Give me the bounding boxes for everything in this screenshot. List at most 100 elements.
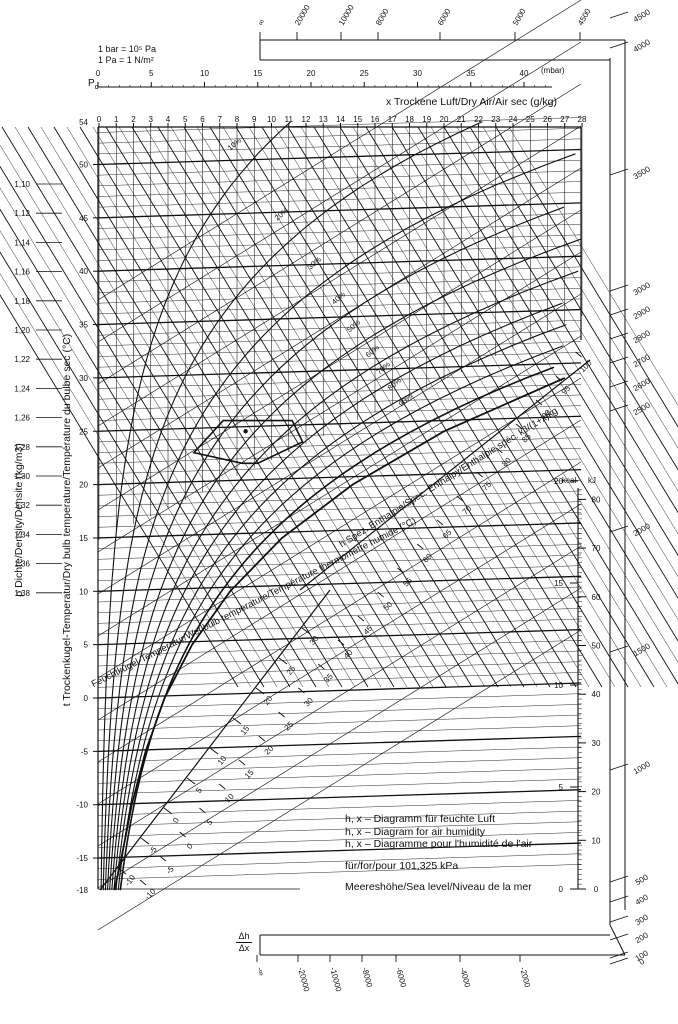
isotherm-line bbox=[97, 586, 582, 603]
x-tick-label: 28 bbox=[578, 115, 587, 124]
enthalpy-tick-label: 40 bbox=[342, 648, 355, 661]
t-tick-label: 5 bbox=[84, 641, 89, 650]
enthalpy-tick bbox=[436, 519, 444, 526]
dhdx-right-tick bbox=[609, 645, 629, 653]
density-line bbox=[97, 629, 582, 931]
t-tick-label: -10 bbox=[76, 801, 88, 810]
t-tick-label: 25 bbox=[79, 427, 88, 436]
enthalpy-tick-label: 65 bbox=[441, 528, 454, 541]
wet-bulb-tick-label: -10 bbox=[123, 873, 138, 888]
pd-label: P bbox=[88, 78, 95, 89]
dhdx-right-tick bbox=[609, 763, 629, 771]
chart-marks bbox=[99, 121, 591, 891]
density-line bbox=[97, 251, 582, 553]
dhdx-right-tick bbox=[609, 875, 629, 883]
enthalpy-line bbox=[222, 126, 564, 688]
isotherm-line bbox=[97, 181, 582, 197]
pd-tick-label: 30 bbox=[413, 69, 422, 78]
isotherm-line bbox=[97, 170, 582, 187]
enthalpy-tick bbox=[139, 879, 147, 886]
density-axis-title: ρ Dichte/Density/Densite (kg/m3) bbox=[13, 443, 25, 597]
enthalpy-tick-label: 5 bbox=[205, 817, 215, 827]
rh-label: 20% bbox=[273, 206, 291, 223]
rh-label: 40% bbox=[330, 290, 348, 307]
dhdx-right-label: 1500 bbox=[632, 641, 652, 658]
dhdx-bottom-label: -8000 bbox=[360, 966, 374, 989]
dhdx-bottom-label: -6000 bbox=[394, 966, 408, 989]
isotherm-line bbox=[97, 757, 582, 773]
isotherm-line bbox=[97, 437, 582, 453]
x-tick-label: 7 bbox=[218, 115, 223, 124]
isotherm-line bbox=[97, 148, 582, 166]
dhdx-right-label: 400 bbox=[634, 892, 651, 907]
density-tick-label: 1,38 bbox=[14, 589, 30, 598]
isotherm-line bbox=[97, 597, 582, 613]
enthalpy-tick bbox=[476, 471, 483, 478]
isotherm-line bbox=[97, 842, 582, 859]
density-line bbox=[97, 335, 582, 637]
isotherm-line bbox=[97, 618, 582, 635]
isotherm-line bbox=[97, 704, 582, 720]
isotherm-line bbox=[97, 832, 582, 848]
dhdx-right-label: 4000 bbox=[632, 37, 652, 54]
wet-bulb-tick bbox=[301, 627, 311, 635]
enthalpy-tick-label: 60 bbox=[421, 552, 434, 565]
t-tick-label: 30 bbox=[79, 374, 88, 383]
x-tick-label: 18 bbox=[405, 115, 414, 124]
isotherm-line bbox=[97, 789, 582, 806]
dhdx-bottom-label: -∞ bbox=[255, 966, 266, 977]
t-tick-label: 35 bbox=[79, 321, 88, 330]
enthalpy-line bbox=[196, 126, 538, 688]
x-tick-label: 23 bbox=[491, 115, 500, 124]
wet-bulb-tick bbox=[186, 777, 196, 785]
x-tick-label: 20 bbox=[440, 115, 449, 124]
kj-tick-label: 80 bbox=[592, 495, 601, 504]
dhdx-right-label: 2000 bbox=[632, 521, 652, 538]
enthalpy-line bbox=[261, 126, 603, 688]
dhdx-top-label: 10000 bbox=[337, 3, 356, 27]
dhdx-right-label: 2900 bbox=[632, 304, 652, 321]
dhdx-right-tick bbox=[609, 308, 629, 316]
dh-label: Δh bbox=[236, 931, 252, 943]
rh-label: 90% bbox=[397, 392, 415, 409]
x-tick-label: 10 bbox=[267, 115, 276, 124]
isotherm-line bbox=[97, 223, 582, 240]
wet-bulb-tick bbox=[232, 717, 242, 725]
enthalpy-line bbox=[157, 126, 499, 688]
density-line bbox=[97, 503, 582, 805]
isotherm-line bbox=[97, 735, 582, 752]
x-tick-label: 26 bbox=[543, 115, 552, 124]
enthalpy-line bbox=[0, 187, 304, 688]
isotherm-line bbox=[97, 714, 582, 731]
isotherm-line bbox=[97, 234, 582, 251]
x-tick-label: 13 bbox=[319, 115, 328, 124]
density-line bbox=[97, 587, 582, 889]
t-tick-label: 45 bbox=[79, 214, 88, 223]
dhdx-right-tick bbox=[609, 933, 629, 941]
dhdx-right-tick bbox=[609, 895, 629, 903]
x-tick-label: 16 bbox=[371, 115, 380, 124]
wet-bulb-tick bbox=[209, 747, 219, 755]
density-tick-label: 1,36 bbox=[14, 560, 30, 569]
x-tick-label: 25 bbox=[526, 115, 535, 124]
enthalpy-line bbox=[1, 126, 343, 688]
enthalpy-line bbox=[339, 126, 678, 685]
pd-tick-label: 40 bbox=[520, 69, 529, 78]
x-axis-title: x Trockene Luft/Dry Air/Air sec (g/kg) bbox=[386, 96, 557, 108]
enthalpy-line bbox=[0, 165, 317, 688]
pd-tick-label: 25 bbox=[360, 69, 369, 78]
chart-frame bbox=[36, 11, 629, 965]
enthalpy-tick bbox=[258, 735, 266, 742]
density-line bbox=[97, 41, 582, 343]
enthalpy-line bbox=[66, 126, 408, 688]
dhdx-right-label: 200 bbox=[634, 930, 651, 945]
isotherm-line bbox=[97, 330, 582, 347]
isotherm-line bbox=[97, 640, 582, 656]
kj-tick-label: 40 bbox=[592, 690, 601, 699]
t-tick-label: 10 bbox=[79, 587, 88, 596]
x-tick-label: 17 bbox=[388, 115, 397, 124]
wet-bulb-tick bbox=[117, 867, 127, 875]
legend-line-fr: h, x – Diagramme pour l'humidité de l'ai… bbox=[345, 838, 533, 850]
t-tick-label: -15 bbox=[76, 854, 88, 863]
dhdx-right-label: 1000 bbox=[632, 759, 652, 776]
